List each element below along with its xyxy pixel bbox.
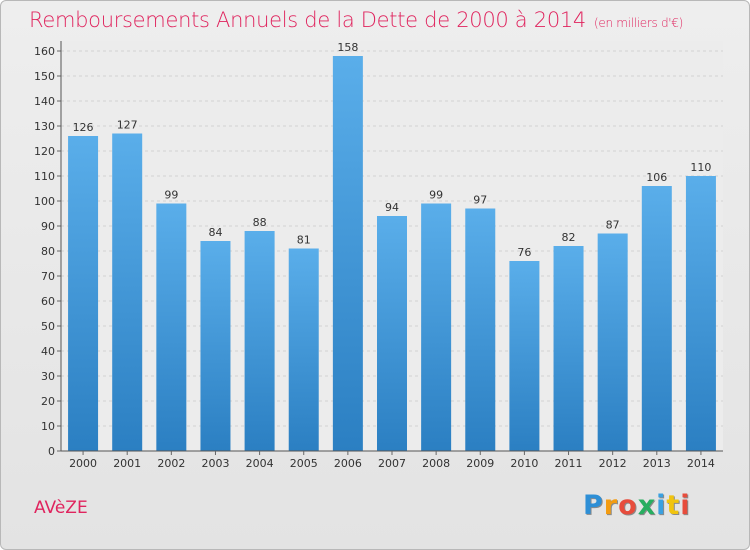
chart-title: Remboursements Annuels de la Dette de 20… (29, 8, 684, 32)
logo-letter: o (618, 490, 638, 521)
x-tick-label: 2003 (201, 457, 229, 470)
bar-2008 (421, 203, 452, 451)
x-tick-label: 2000 (69, 457, 97, 470)
bar-2007 (377, 216, 407, 451)
logo-letter: P (583, 490, 604, 521)
y-tick-label: 60 (41, 295, 55, 308)
y-tick-label: 130 (34, 120, 55, 133)
data-label: 99 (164, 189, 178, 202)
data-label: 127 (117, 119, 138, 132)
data-label: 110 (690, 161, 711, 174)
bar-2000 (68, 136, 99, 451)
y-tick-label: 150 (34, 70, 55, 83)
x-tick-label: 2004 (246, 457, 274, 470)
x-tick-label: 2007 (378, 457, 406, 470)
data-label: 88 (253, 216, 267, 229)
commune-name: AVèZE (34, 498, 88, 518)
x-tick-label: 2005 (290, 457, 318, 470)
data-label: 76 (517, 246, 531, 259)
logo-letter: r (603, 490, 619, 521)
y-tick-label: 120 (34, 145, 55, 158)
data-label: 158 (337, 41, 358, 54)
logo-letter: i (680, 490, 691, 521)
data-label: 97 (473, 194, 487, 207)
y-tick-label: 50 (41, 320, 55, 333)
x-tick-label: 2002 (157, 457, 185, 470)
data-label: 81 (297, 234, 311, 247)
y-tick-label: 0 (48, 445, 55, 458)
y-tick-label: 80 (41, 245, 55, 258)
chart-subtitle: (en milliers d'€) (594, 16, 684, 30)
y-tick-label: 90 (41, 220, 55, 233)
x-tick-label: 2001 (113, 457, 141, 470)
x-tick-label: 2011 (555, 457, 583, 470)
y-tick-label: 40 (41, 345, 55, 358)
y-tick-label: 100 (34, 195, 55, 208)
x-tick-label: 2006 (334, 457, 362, 470)
logo-letter: i (656, 490, 667, 521)
y-tick-label: 10 (41, 420, 55, 433)
x-tick-label: 2009 (466, 457, 494, 470)
x-tick-label: 2008 (422, 457, 450, 470)
x-tick-label: 2012 (599, 457, 627, 470)
bar-2009 (465, 208, 496, 451)
bar-2012 (597, 233, 628, 451)
bar-2001 (112, 133, 143, 451)
data-label: 106 (646, 171, 667, 184)
data-label: 82 (562, 231, 576, 244)
data-label: 84 (208, 226, 222, 239)
y-tick-label: 70 (41, 270, 55, 283)
y-tick-label: 140 (34, 95, 55, 108)
logo-letter: x (637, 490, 657, 521)
bar-2006 (332, 56, 363, 451)
y-tick-label: 30 (41, 370, 55, 383)
bar-2005 (288, 248, 319, 451)
y-tick-label: 20 (41, 395, 55, 408)
bar-2002 (156, 203, 187, 451)
y-tick-label: 110 (34, 170, 55, 183)
data-label: 87 (606, 219, 620, 232)
data-label: 126 (73, 121, 94, 134)
x-tick-label: 2010 (510, 457, 538, 470)
bar-2011 (553, 246, 584, 451)
data-label: 94 (385, 201, 399, 214)
x-tick-label: 2013 (643, 457, 671, 470)
y-tick-label: 160 (34, 45, 55, 58)
logo-letter: t (666, 490, 681, 521)
bar-2003 (200, 241, 231, 451)
bar-2010 (509, 261, 540, 451)
bar-2004 (244, 231, 275, 451)
bar-2013 (641, 186, 672, 451)
x-tick-label: 2014 (687, 457, 715, 470)
data-label: 99 (429, 189, 443, 202)
bar-2014 (685, 176, 716, 451)
proxiti-logo: Proxiti (583, 490, 691, 521)
